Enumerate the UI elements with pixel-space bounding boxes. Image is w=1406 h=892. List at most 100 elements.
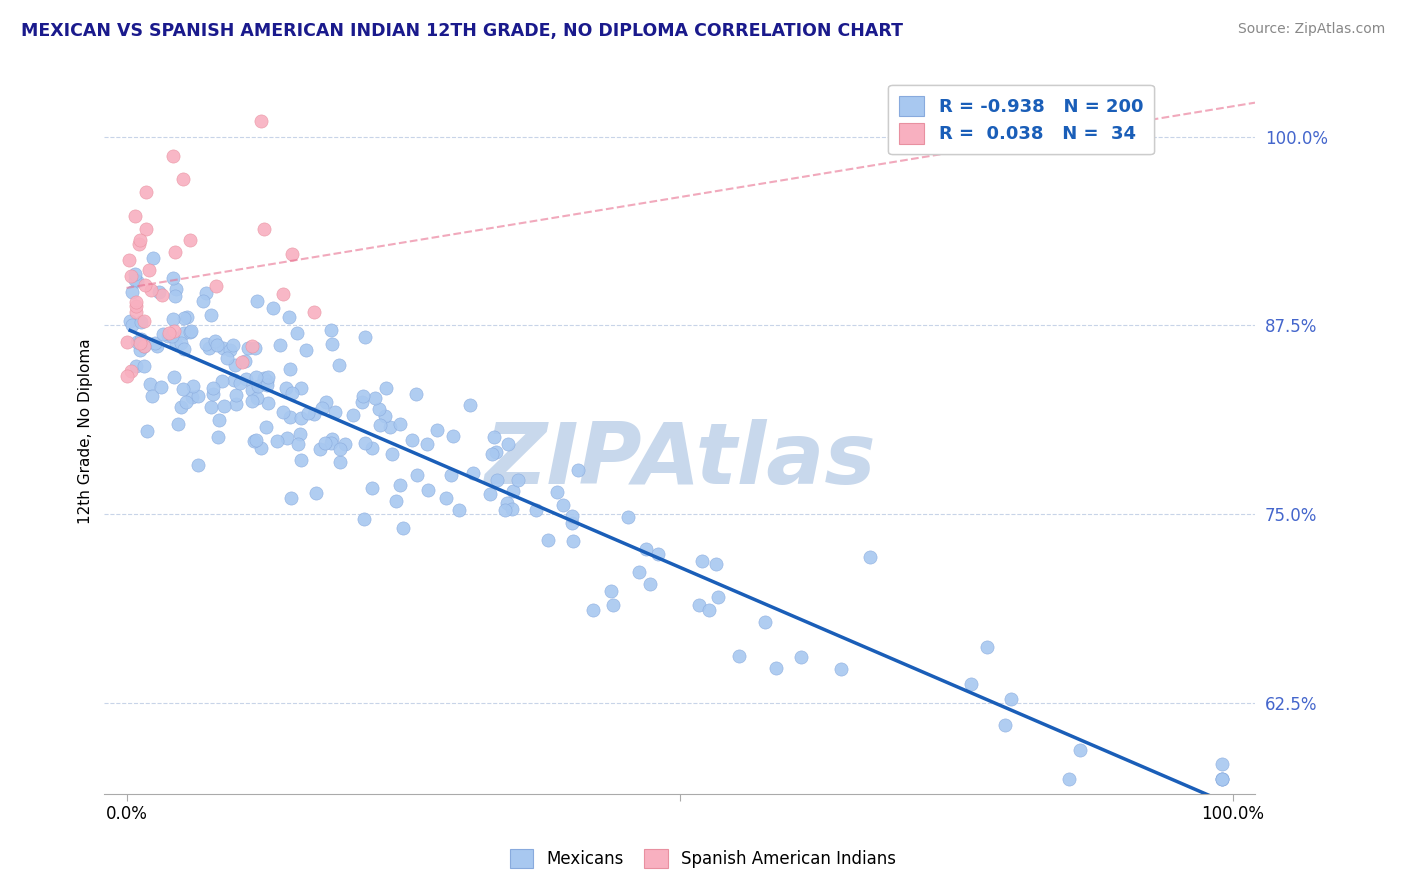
Point: [361, 441, 384, 455]
Point: [706, 590, 728, 604]
Point: [125, 274, 148, 288]
Point: [208, 413, 231, 427]
Point: [170, 401, 193, 415]
Point: [253, 222, 276, 236]
Point: [401, 433, 423, 447]
Point: [118, 253, 141, 268]
Point: [353, 512, 375, 526]
Point: [1211, 772, 1233, 786]
Point: [754, 615, 776, 629]
Point: [765, 661, 787, 675]
Point: [439, 467, 461, 482]
Point: [290, 453, 312, 467]
Point: [233, 354, 256, 368]
Point: [1211, 756, 1233, 771]
Point: [257, 369, 280, 384]
Point: [204, 334, 226, 349]
Point: [526, 503, 548, 517]
Point: [285, 326, 308, 340]
Text: Source: ZipAtlas.com: Source: ZipAtlas.com: [1237, 22, 1385, 37]
Point: [329, 442, 352, 457]
Point: [690, 554, 713, 568]
Point: [481, 447, 503, 461]
Point: [170, 335, 193, 350]
Point: [207, 430, 229, 444]
Point: [537, 533, 560, 547]
Point: [211, 374, 233, 388]
Point: [688, 599, 710, 613]
Point: [375, 381, 398, 395]
Point: [561, 509, 583, 524]
Point: [567, 463, 589, 477]
Point: [266, 434, 288, 448]
Point: [150, 288, 173, 302]
Point: [385, 494, 408, 508]
Point: [240, 383, 263, 397]
Point: [173, 326, 195, 340]
Point: [129, 315, 152, 329]
Point: [976, 640, 998, 654]
Text: ZIPAtlas: ZIPAtlas: [484, 418, 876, 501]
Point: [363, 392, 385, 406]
Point: [181, 378, 204, 392]
Point: [354, 436, 377, 450]
Point: [486, 473, 509, 487]
Point: [243, 341, 266, 355]
Point: [546, 484, 568, 499]
Point: [120, 314, 142, 328]
Point: [139, 377, 162, 392]
Point: [225, 397, 247, 411]
Point: [173, 342, 195, 356]
Point: [240, 339, 263, 353]
Point: [163, 370, 186, 384]
Point: [704, 557, 727, 571]
Point: [246, 294, 269, 309]
Point: [1069, 743, 1091, 757]
Point: [224, 358, 246, 372]
Point: [246, 391, 269, 405]
Point: [124, 209, 146, 223]
Point: [256, 396, 278, 410]
Point: [132, 314, 155, 328]
Point: [494, 503, 516, 517]
Point: [243, 434, 266, 448]
Point: [405, 387, 427, 401]
Point: [280, 362, 302, 376]
Point: [128, 236, 150, 251]
Point: [553, 498, 575, 512]
Point: [162, 271, 184, 285]
Point: [1211, 772, 1233, 786]
Point: [256, 374, 278, 388]
Point: [166, 417, 188, 432]
Point: [157, 326, 180, 340]
Point: [124, 267, 146, 281]
Point: [485, 445, 508, 459]
Point: [148, 285, 170, 299]
Point: [193, 294, 215, 309]
Point: [287, 437, 309, 451]
Point: [368, 418, 391, 433]
Point: [290, 411, 312, 425]
Point: [218, 343, 240, 357]
Point: [352, 388, 374, 402]
Point: [960, 677, 983, 691]
Point: [315, 395, 337, 409]
Point: [172, 172, 194, 186]
Point: [374, 409, 396, 423]
Point: [367, 402, 389, 417]
Point: [290, 381, 312, 395]
Point: [250, 114, 273, 128]
Point: [561, 516, 583, 531]
Point: [139, 283, 162, 297]
Point: [187, 389, 209, 403]
Point: [697, 603, 720, 617]
Point: [314, 436, 336, 450]
Point: [163, 324, 186, 338]
Legend: Mexicans, Spanish American Indians: Mexicans, Spanish American Indians: [503, 842, 903, 875]
Point: [278, 410, 301, 425]
Point: [859, 549, 882, 564]
Point: [321, 432, 343, 446]
Point: [269, 338, 291, 352]
Point: [352, 395, 374, 409]
Point: [124, 273, 146, 287]
